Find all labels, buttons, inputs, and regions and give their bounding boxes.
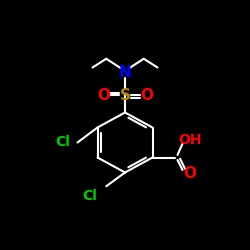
- Text: Cl: Cl: [55, 136, 70, 149]
- Text: O: O: [140, 88, 153, 102]
- Text: O: O: [97, 88, 110, 102]
- Text: O: O: [183, 166, 196, 181]
- Text: Cl: Cl: [82, 189, 98, 203]
- Text: OH: OH: [178, 133, 202, 147]
- Text: N: N: [119, 65, 132, 80]
- Text: S: S: [120, 88, 130, 102]
